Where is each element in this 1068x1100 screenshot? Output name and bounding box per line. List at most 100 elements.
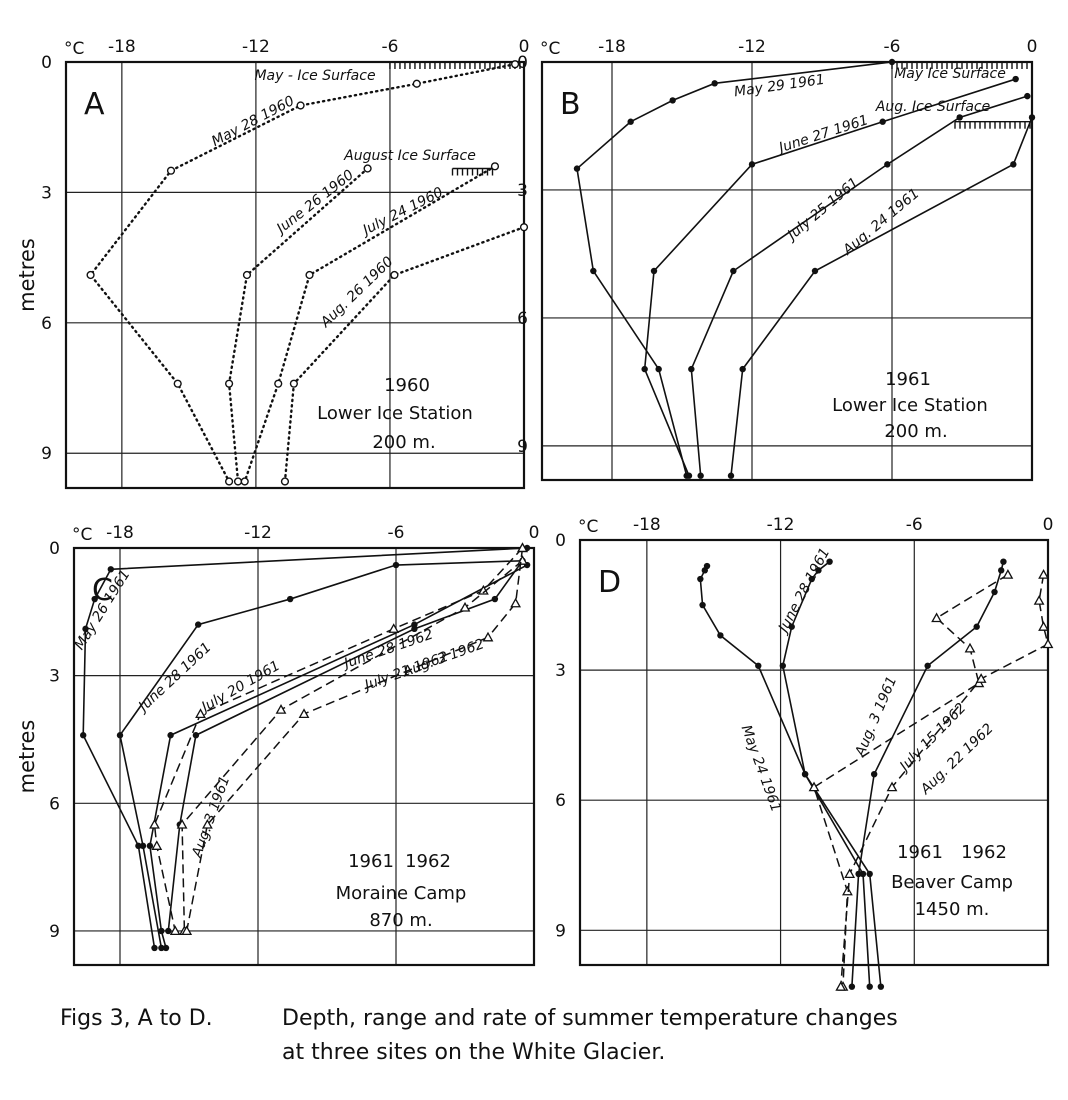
caption-text-1: Depth, range and rate of summer temperat… — [282, 1006, 898, 1031]
data-point — [519, 223, 529, 232]
series-line — [643, 78, 1016, 477]
series-line — [185, 547, 524, 932]
annotation-label: May - Ice Surface — [254, 68, 375, 84]
series-line — [576, 61, 893, 476]
data-point — [879, 118, 886, 125]
series-label: May 28 1960 — [209, 93, 297, 150]
ice-surface-marker — [389, 61, 524, 69]
data-point — [627, 118, 634, 125]
data-point — [289, 379, 298, 388]
caption-line-1: Figs 3, A to D. Depth, range and rate of … — [60, 1002, 1050, 1036]
data-point — [459, 601, 471, 612]
y-axis-label: metres — [15, 238, 39, 312]
data-point — [877, 983, 885, 990]
plot-frame — [64, 60, 526, 490]
y-tick-label: 0 — [49, 539, 60, 559]
annotation-label: August Ice Surface — [343, 148, 476, 164]
data-point — [224, 477, 234, 486]
data-point — [240, 477, 249, 486]
data-point — [280, 477, 290, 486]
y-tick-label: 3 — [41, 183, 52, 203]
data-point — [233, 477, 243, 486]
data-point — [1010, 161, 1017, 168]
data-point — [80, 732, 87, 739]
data-point — [491, 595, 499, 603]
plot-frame — [578, 538, 1050, 967]
data-point — [573, 165, 581, 172]
x-tick-label: -18 — [598, 37, 626, 57]
data-point — [826, 558, 833, 565]
site-text: 1450 m. — [915, 899, 990, 920]
data-point — [815, 567, 822, 574]
series-line — [227, 167, 369, 483]
data-point — [192, 732, 200, 739]
figure-caption: Figs 3, A to D. Depth, range and rate of … — [60, 1002, 1050, 1070]
data-point — [641, 365, 648, 373]
site-text: Moraine Camp — [336, 883, 467, 904]
data-point — [298, 708, 310, 719]
data-point — [697, 472, 704, 479]
data-point — [1002, 569, 1014, 579]
series-line — [730, 117, 1033, 476]
data-point — [274, 379, 283, 388]
data-point — [848, 983, 856, 990]
series-line — [243, 165, 497, 483]
data-point — [388, 623, 400, 633]
data-point — [730, 267, 737, 275]
data-point — [176, 818, 188, 829]
data-point — [975, 673, 987, 683]
data-point — [116, 732, 124, 739]
series-line — [690, 95, 1028, 476]
data-point — [870, 770, 878, 778]
site-text: 1961 — [885, 369, 931, 390]
data-point — [1000, 558, 1007, 565]
data-point — [884, 161, 891, 168]
data-point — [411, 625, 418, 633]
site-text: Lower Ice Station — [832, 395, 988, 416]
data-point — [91, 595, 98, 603]
series-label: Aug. 24 1961 — [839, 186, 922, 259]
data-point — [224, 379, 234, 388]
series-line — [283, 225, 526, 483]
y-tick-label: 6 — [517, 309, 528, 329]
data-point — [510, 597, 522, 608]
series-label: Aug. 26 1960 — [317, 254, 397, 332]
x-tick-label: -12 — [767, 515, 795, 535]
x-tick-label: -12 — [738, 37, 766, 57]
ice-surface-marker — [891, 61, 1033, 69]
data-point — [808, 575, 815, 583]
data-point — [363, 164, 372, 173]
data-point — [755, 662, 762, 669]
y-tick-label: 3 — [49, 667, 60, 687]
annotation-label: Aug. Ice Surface — [875, 99, 990, 115]
data-point — [173, 379, 182, 388]
y-axis-label: metres — [15, 720, 39, 794]
site-text: 870 m. — [369, 910, 432, 931]
plot-frame — [540, 60, 1034, 482]
data-point — [195, 621, 202, 628]
data-point — [86, 270, 95, 280]
y-tick-label: 3 — [517, 181, 528, 201]
site-text: 1961 — [897, 842, 943, 863]
y-tick-label: 0 — [517, 53, 528, 73]
site-text: Beaver Camp — [891, 872, 1013, 893]
data-point — [859, 870, 867, 878]
data-point — [296, 101, 305, 110]
data-point — [162, 944, 170, 952]
unit-label: °C — [540, 39, 560, 59]
data-point — [166, 166, 176, 175]
data-point — [779, 662, 786, 669]
data-point — [1033, 595, 1045, 605]
x-tick-label: -12 — [242, 37, 270, 57]
y-tick-label: 6 — [49, 794, 60, 814]
data-point — [181, 925, 193, 936]
data-point — [158, 927, 165, 935]
data-point — [590, 267, 597, 275]
data-point — [956, 114, 963, 121]
data-point — [242, 270, 252, 280]
data-point — [998, 567, 1005, 574]
data-point — [1012, 75, 1019, 83]
series-label: June 27 1961 — [774, 112, 870, 157]
data-point — [510, 60, 520, 69]
